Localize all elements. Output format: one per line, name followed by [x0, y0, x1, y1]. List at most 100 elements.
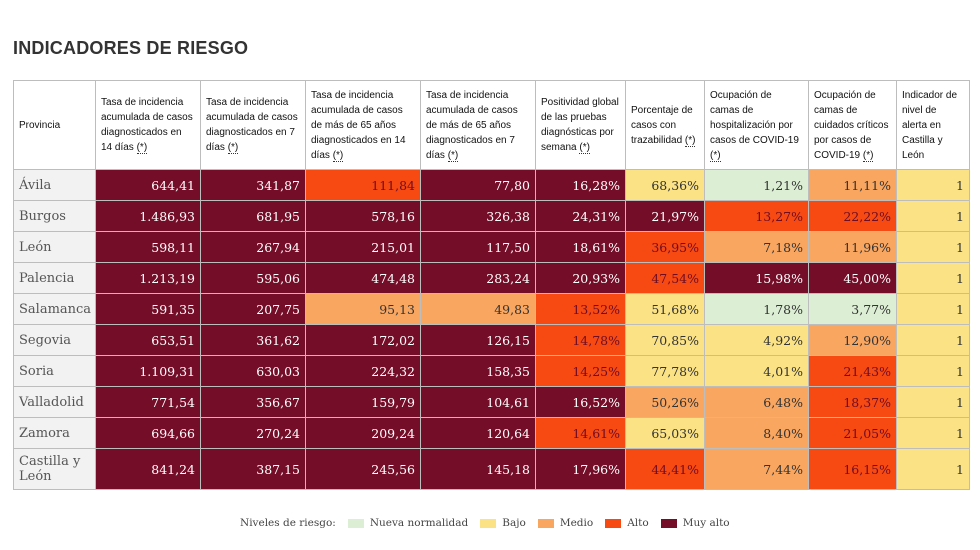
indicator-cell: 283,24 [420, 262, 536, 294]
indicator-cell: 598,11 [95, 231, 201, 263]
indicator-cell: 387,15 [200, 448, 306, 490]
footnote-link[interactable]: (*) [136, 142, 148, 154]
indicator-cell: 771,54 [95, 386, 201, 418]
table-row: Zamora 694,66 270,24 209,24 120,64 14,61% 65,0… [13, 417, 970, 449]
table-row: Salamanca 591,35 207,75 95,13 49,83 13,52% 51,… [13, 293, 970, 325]
indicator-cell: 77,80 [420, 169, 536, 201]
indicator-cell: 95,13 [305, 293, 421, 325]
indicator-cell: 45,00% [808, 262, 897, 294]
indicator-cell: 18,37% [808, 386, 897, 418]
indicator-cell: 36,95% [625, 231, 705, 263]
indicator-cell: 1 [896, 355, 970, 387]
legend-label: Nueva normalidad [369, 517, 469, 529]
indicator-cell: 578,16 [305, 200, 421, 232]
risk-indicators-table: Provincia Tasa de incidencia acumulada de… [13, 80, 970, 490]
indicator-cell: 209,24 [305, 417, 421, 449]
indicator-cell: 653,51 [95, 324, 201, 356]
indicator-cell: 630,03 [200, 355, 306, 387]
indicator-cell: 1 [896, 169, 970, 201]
legend-swatch [347, 518, 364, 528]
indicator-cell: 694,66 [95, 417, 201, 449]
indicator-cell: 644,41 [95, 169, 201, 201]
indicator-cell: 1 [896, 200, 970, 232]
province-cell: Valladolid [13, 386, 96, 418]
table-row: Valladolid 771,54 356,67 159,79 104,61 16,52%… [13, 386, 970, 418]
indicator-cell: 595,06 [200, 262, 306, 294]
indicator-cell: 11,96% [808, 231, 897, 263]
indicator-cell: 224,32 [305, 355, 421, 387]
indicator-cell: 145,18 [420, 448, 536, 490]
indicator-cell: 326,38 [420, 200, 536, 232]
legend-label: Muy alto [682, 517, 730, 529]
legend-items: Nueva normalidad Bajo Medio Alto Muy alto [336, 517, 730, 529]
indicator-cell: 1 [896, 293, 970, 325]
footnote-link[interactable]: (*) [710, 149, 721, 162]
column-header: Porcentaje de casos con trazabilidad (*) [625, 80, 705, 170]
column-header: Provincia [13, 80, 96, 170]
indicator-cell: 120,64 [420, 417, 536, 449]
indicator-cell: 1 [896, 324, 970, 356]
indicator-cell: 270,24 [200, 417, 306, 449]
column-header: Indicador de nivel de alerta en Castilla… [896, 80, 970, 170]
province-cell: Zamora [13, 417, 96, 449]
indicator-cell: 14,25% [535, 355, 626, 387]
indicator-cell: 14,61% [535, 417, 626, 449]
indicator-cell: 104,61 [420, 386, 536, 418]
table-row: Soria 1.109,31 630,03 224,32 158,35 14,25% 77,… [13, 355, 970, 387]
column-header-label: Ocupación de camas de cuidados críticos … [814, 89, 889, 161]
indicator-cell: 1 [896, 386, 970, 418]
indicator-cell: 7,18% [704, 231, 809, 263]
indicator-cell: 1,21% [704, 169, 809, 201]
table-header-row: Provincia Tasa de incidencia acumulada de… [13, 80, 970, 170]
indicator-cell: 8,40% [704, 417, 809, 449]
indicator-cell: 70,85% [625, 324, 705, 356]
indicator-cell: 20,93% [535, 262, 626, 294]
footnote-link[interactable]: (*) [862, 149, 874, 162]
column-header-label: Indicador de nivel de alerta en Castilla… [902, 89, 958, 161]
indicator-cell: 4,92% [704, 324, 809, 356]
indicator-cell: 4,01% [704, 355, 809, 387]
legend-title: Niveles de riesgo: [240, 517, 336, 529]
indicator-cell: 267,94 [200, 231, 306, 263]
indicator-cell: 21,97% [625, 200, 705, 232]
footnote-link[interactable]: (*) [447, 149, 459, 162]
legend-swatch [660, 518, 677, 528]
province-cell: Palencia [13, 262, 96, 294]
indicator-cell: 1.213,19 [95, 262, 201, 294]
indicator-cell: 15,98% [704, 262, 809, 294]
indicator-cell: 68,36% [625, 169, 705, 201]
legend-swatch [605, 518, 622, 528]
indicator-cell: 24,31% [535, 200, 626, 232]
indicator-cell: 245,56 [305, 448, 421, 490]
footnote-link[interactable]: (*) [684, 134, 696, 147]
legend-label: Bajo [502, 517, 526, 529]
province-cell: Castilla y León [13, 448, 96, 490]
footnote-link[interactable]: (*) [227, 142, 239, 154]
indicator-cell: 11,11% [808, 169, 897, 201]
legend-swatch [480, 518, 497, 528]
indicator-cell: 7,44% [704, 448, 809, 490]
indicator-cell: 47,54% [625, 262, 705, 294]
legend-swatch [537, 518, 554, 528]
legend-label: Alto [627, 517, 649, 529]
indicator-cell: 51,68% [625, 293, 705, 325]
indicator-cell: 207,75 [200, 293, 306, 325]
table-row: León 598,11 267,94 215,01 117,50 18,61% 36,95%… [13, 231, 970, 263]
column-header-label: Tasa de incidencia acumulada de casos di… [206, 97, 298, 153]
footnote-link[interactable]: (*) [579, 142, 590, 154]
indicator-cell: 17,96% [535, 448, 626, 490]
indicator-cell: 13,52% [535, 293, 626, 325]
indicator-cell: 841,24 [95, 448, 201, 490]
column-header: Tasa de incidencia acumulada de casos di… [95, 80, 201, 170]
indicator-cell: 1.486,93 [95, 200, 201, 232]
indicator-cell: 12,90% [808, 324, 897, 356]
table-row: Ávila 644,41 341,87 111,84 77,80 16,28% 68,36%… [13, 169, 970, 201]
indicator-cell: 1.109,31 [95, 355, 201, 387]
table-row: Segovia 653,51 361,62 172,02 126,15 14,78% 70,… [13, 324, 970, 356]
indicator-cell: 361,62 [200, 324, 306, 356]
footnote-link[interactable]: (*) [332, 149, 344, 162]
indicator-cell: 1 [896, 417, 970, 449]
indicator-cell: 14,78% [535, 324, 626, 356]
indicator-cell: 77,78% [625, 355, 705, 387]
column-header: Tasa de incidencia acumulada de casos di… [200, 80, 306, 170]
